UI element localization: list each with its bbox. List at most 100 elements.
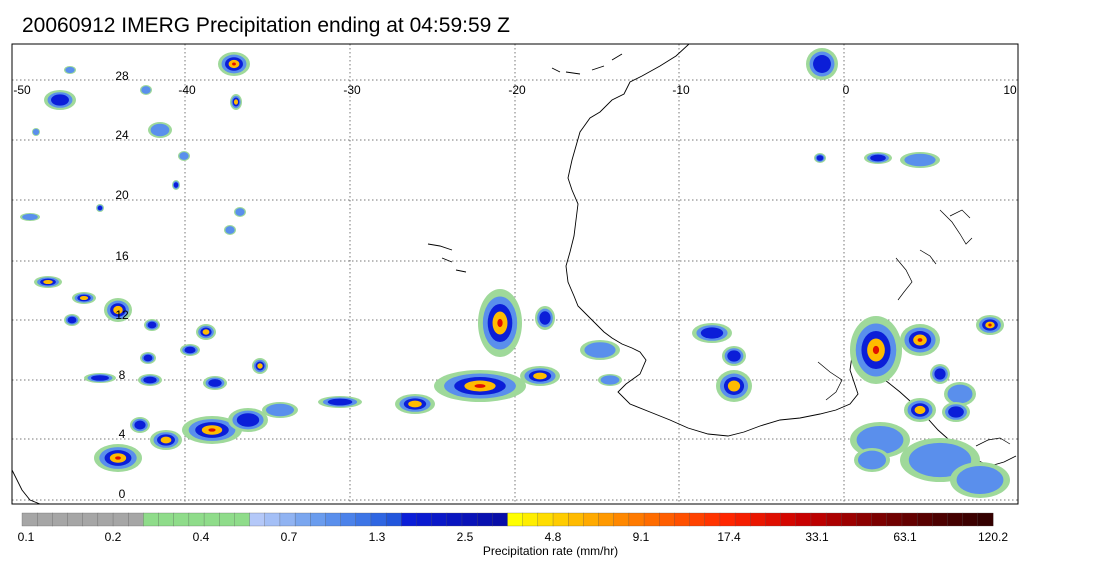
colorbar-swatch (977, 512, 994, 527)
colorbar-swatch (765, 512, 782, 527)
colorbar-swatch (21, 512, 38, 527)
colorbar-swatch (537, 512, 554, 527)
precip-cell (233, 99, 239, 105)
precip-cell (173, 182, 179, 188)
map-frame (11, 43, 1019, 505)
precip-cell (856, 425, 904, 455)
precipitation-cells (20, 48, 1010, 498)
colorbar-tick-label: 63.1 (893, 530, 917, 544)
colorbar-swatch (219, 512, 235, 527)
colorbar-swatch (279, 512, 296, 527)
precip-cell (327, 398, 353, 406)
precip-cell (179, 152, 189, 160)
precip-cell (143, 354, 153, 362)
colorbar-swatch (97, 512, 114, 527)
colorbar-swatch (112, 512, 129, 527)
colorbar-swatch (143, 512, 160, 527)
colorbar-swatch (325, 512, 342, 527)
precip-cell (497, 318, 503, 328)
colorbar-swatch (340, 512, 357, 527)
lat-label: 4 (119, 427, 126, 441)
precip-cell (22, 213, 38, 221)
precip-cell (91, 375, 109, 381)
precip-cell (115, 456, 121, 460)
precip-cell (67, 316, 77, 324)
colorbar-tick-label: 0.2 (105, 530, 122, 544)
lat-label: 24 (115, 128, 129, 142)
lon-label: -10 (672, 83, 690, 97)
colorbar-swatch (401, 512, 417, 527)
colorbar-swatch (841, 512, 857, 527)
colorbar-swatch (522, 512, 539, 527)
lon-label: -20 (508, 83, 526, 97)
precip-cell (134, 420, 146, 430)
precip-cell (474, 384, 486, 388)
colorbar-swatch (431, 512, 448, 527)
colorbar-swatch (659, 512, 675, 527)
colorbar-tick-label: 120.2 (978, 530, 1008, 544)
colorbar-tick-label: 4.8 (545, 530, 562, 544)
page-title: 20060912 IMERG Precipitation ending at 0… (22, 14, 510, 37)
lon-label: 10 (1003, 83, 1017, 97)
lat-label: 28 (115, 69, 129, 83)
precip-cell (236, 413, 260, 427)
colorbar-swatch (734, 512, 751, 527)
precip-cell (947, 384, 973, 404)
colorbar-swatch (901, 512, 918, 527)
precip-cell (600, 375, 620, 385)
colorbar-swatch (825, 512, 842, 527)
colorbar-swatch (628, 512, 645, 527)
precip-cell (160, 436, 172, 444)
lat-label: 20 (115, 188, 129, 202)
colorbar-swatch (916, 512, 933, 527)
colorbar-swatch (477, 512, 493, 527)
precip-cell (408, 400, 422, 408)
colorbar-tick-label: 0.7 (281, 530, 298, 544)
precip-cell (113, 305, 123, 315)
precip-cell (265, 403, 295, 417)
precip-cell (150, 123, 170, 137)
precip-cell (208, 428, 216, 432)
lat-label: 8 (119, 368, 126, 382)
precip-cell (257, 363, 263, 369)
colorbar-swatch (416, 512, 433, 527)
colorbar-swatch (203, 512, 220, 527)
colorbar-swatch (264, 512, 281, 527)
colorbar-swatch (67, 512, 84, 527)
colorbar-swatch (750, 512, 766, 527)
precip-cell (141, 86, 151, 94)
colorbar-swatch (173, 512, 190, 527)
colorbar-swatch (385, 512, 402, 527)
colorbar-swatch (370, 512, 387, 527)
colorbar-swatch (780, 512, 797, 527)
precip-cell (584, 342, 616, 358)
precip-cell (727, 350, 741, 362)
precip-cell (225, 226, 235, 234)
lat-label: 12 (115, 308, 129, 322)
colorbar-title: Precipitation rate (mm/hr) (482, 544, 619, 558)
colorbar-swatch (249, 512, 266, 527)
precip-cell (904, 153, 936, 167)
borders (817, 209, 1011, 447)
colorbar-swatch (643, 512, 660, 527)
precip-cell (988, 323, 992, 327)
colorbar-swatch (886, 512, 903, 527)
colorbar-swatch (158, 512, 175, 527)
precip-cell (816, 155, 824, 161)
colorbar-swatch (719, 512, 736, 527)
colorbar-swatch (795, 512, 812, 527)
precip-cell (872, 345, 880, 355)
precip-cell (908, 442, 972, 478)
precip-cell (813, 55, 831, 73)
colorbar-tick-label: 1.3 (369, 530, 386, 544)
colorbar (21, 512, 994, 527)
colorbar-swatch (507, 512, 524, 527)
colorbar-swatch (310, 512, 326, 527)
colorbar-tick-label: 0.1 (18, 530, 35, 544)
colorbar-swatch (355, 512, 372, 527)
precip-cell (539, 311, 551, 325)
colorbar-swatch (932, 512, 948, 527)
precip-cell (79, 295, 89, 301)
colorbar-swatch (52, 512, 68, 527)
